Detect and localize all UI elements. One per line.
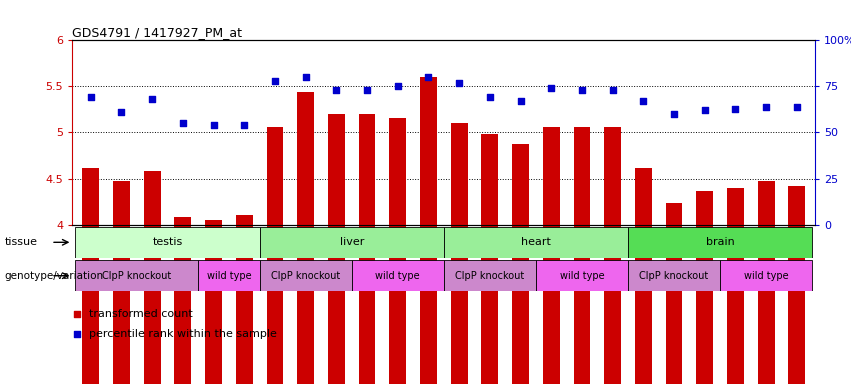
- Point: [115, 109, 129, 115]
- Text: GDS4791 / 1417927_PM_at: GDS4791 / 1417927_PM_at: [72, 26, 243, 39]
- Bar: [443, 227, 628, 258]
- Text: brain: brain: [705, 237, 734, 247]
- Point: [176, 120, 190, 126]
- Point: [237, 122, 251, 128]
- Point: [728, 106, 742, 112]
- Point: [360, 87, 374, 93]
- Bar: [144, 171, 161, 384]
- Text: transformed count: transformed count: [89, 310, 193, 319]
- Bar: [198, 260, 260, 291]
- Bar: [236, 215, 253, 384]
- Point: [483, 94, 497, 101]
- Bar: [76, 227, 260, 258]
- Bar: [113, 181, 130, 384]
- Point: [317, 249, 330, 255]
- Point: [207, 122, 220, 128]
- Text: genotype/variation: genotype/variation: [4, 271, 103, 281]
- Text: ClpP knockout: ClpP knockout: [102, 271, 171, 281]
- Point: [453, 79, 466, 86]
- Bar: [205, 220, 222, 384]
- Bar: [83, 167, 100, 384]
- Point: [759, 104, 773, 110]
- Bar: [260, 227, 443, 258]
- Bar: [174, 217, 191, 384]
- Bar: [574, 127, 591, 384]
- Point: [606, 87, 620, 93]
- Bar: [543, 127, 560, 384]
- Text: wild type: wild type: [207, 271, 251, 281]
- Point: [391, 83, 404, 89]
- Point: [545, 85, 558, 91]
- Bar: [297, 92, 314, 384]
- Bar: [788, 186, 805, 384]
- Bar: [757, 181, 774, 384]
- Text: ClpP knockout: ClpP knockout: [639, 271, 709, 281]
- Bar: [358, 114, 375, 384]
- Bar: [628, 227, 812, 258]
- Point: [698, 107, 711, 113]
- Bar: [443, 260, 536, 291]
- Point: [575, 87, 589, 93]
- Bar: [604, 127, 621, 384]
- Text: heart: heart: [521, 237, 551, 247]
- Text: ClpP knockout: ClpP knockout: [271, 271, 340, 281]
- Text: ClpP knockout: ClpP knockout: [455, 271, 524, 281]
- Point: [514, 98, 528, 104]
- Bar: [389, 118, 406, 384]
- Text: testis: testis: [152, 237, 183, 247]
- Point: [667, 111, 681, 117]
- Bar: [628, 260, 720, 291]
- Bar: [482, 134, 499, 384]
- Point: [299, 74, 312, 80]
- Bar: [328, 114, 345, 384]
- Text: liver: liver: [340, 237, 364, 247]
- Bar: [696, 190, 713, 384]
- Bar: [635, 167, 652, 384]
- Text: percentile rank within the sample: percentile rank within the sample: [89, 329, 277, 339]
- Text: wild type: wild type: [744, 271, 789, 281]
- Bar: [536, 260, 628, 291]
- Text: wild type: wild type: [560, 271, 604, 281]
- Bar: [727, 188, 744, 384]
- Bar: [665, 202, 683, 384]
- Bar: [351, 260, 443, 291]
- Bar: [76, 260, 198, 291]
- Bar: [266, 127, 283, 384]
- Point: [268, 78, 282, 84]
- Point: [329, 87, 343, 93]
- Bar: [512, 144, 529, 384]
- Text: wild type: wild type: [375, 271, 420, 281]
- Bar: [451, 123, 467, 384]
- Bar: [260, 260, 351, 291]
- Text: tissue: tissue: [4, 237, 37, 247]
- Point: [790, 104, 803, 110]
- Point: [637, 98, 650, 104]
- Point: [317, 75, 330, 81]
- Point: [146, 96, 159, 103]
- Bar: [420, 77, 437, 384]
- Bar: [720, 260, 812, 291]
- Point: [84, 94, 98, 101]
- Point: [421, 74, 435, 80]
